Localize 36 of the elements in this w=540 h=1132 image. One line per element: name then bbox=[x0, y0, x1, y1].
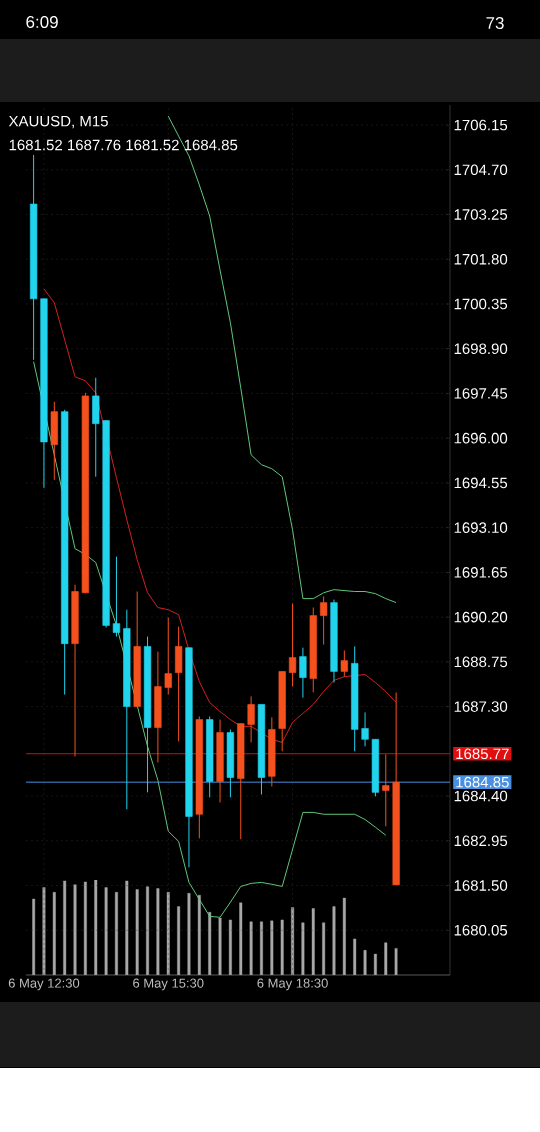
y-tick-label: 1690.20 bbox=[454, 611, 508, 623]
y-tick-label: 1706.15 bbox=[454, 119, 508, 131]
y-tick-label: 1680.05 bbox=[454, 924, 508, 936]
y-tick-label: 1687.30 bbox=[454, 701, 508, 712]
ref-line-label: 1685.77 bbox=[456, 748, 509, 760]
y-tick-label: 1684.40 bbox=[454, 790, 508, 802]
text: 6:09 bbox=[26, 15, 58, 29]
x-tick-label: 6 May 15:30 bbox=[133, 978, 204, 991]
candlestick bbox=[247, 695, 255, 743]
y-tick-label: 1681.50 bbox=[454, 880, 508, 891]
text: XAUUSD, M15 bbox=[8, 115, 108, 129]
text: 1681.52 1687.76 1681.52 1684.85 bbox=[9, 139, 238, 151]
x-tick-label: 6 May 12:30 bbox=[8, 978, 80, 991]
y-tick-label: 1694.55 bbox=[454, 477, 508, 489]
y-tick-label: 1698.90 bbox=[454, 343, 508, 355]
y-tick-label: 1697.45 bbox=[454, 388, 508, 399]
candlestick bbox=[340, 649, 348, 678]
text: 73 bbox=[486, 16, 504, 30]
y-tick-label: 1688.75 bbox=[454, 656, 508, 668]
y-tick-label: 1700.35 bbox=[454, 298, 508, 310]
candlestick bbox=[288, 603, 297, 688]
y-tick-label: 1704.70 bbox=[454, 164, 508, 176]
ref-line-label: 1684.85 bbox=[456, 776, 509, 788]
candlestick bbox=[112, 556, 121, 638]
candlestick bbox=[299, 647, 307, 699]
y-tick-label: 1703.25 bbox=[454, 209, 508, 220]
y-tick-label: 1682.95 bbox=[454, 835, 508, 847]
candlestick bbox=[382, 753, 390, 827]
y-tick-label: 1701.80 bbox=[454, 253, 508, 265]
x-tick-label: 6 May 18:30 bbox=[257, 978, 328, 991]
y-tick-label: 1691.65 bbox=[454, 567, 508, 578]
y-tick-label: 1696.00 bbox=[454, 432, 508, 444]
candlestick bbox=[361, 711, 369, 747]
y-tick-label: 1693.10 bbox=[454, 522, 508, 533]
candlestick bbox=[164, 616, 172, 696]
candlestick bbox=[320, 595, 328, 646]
